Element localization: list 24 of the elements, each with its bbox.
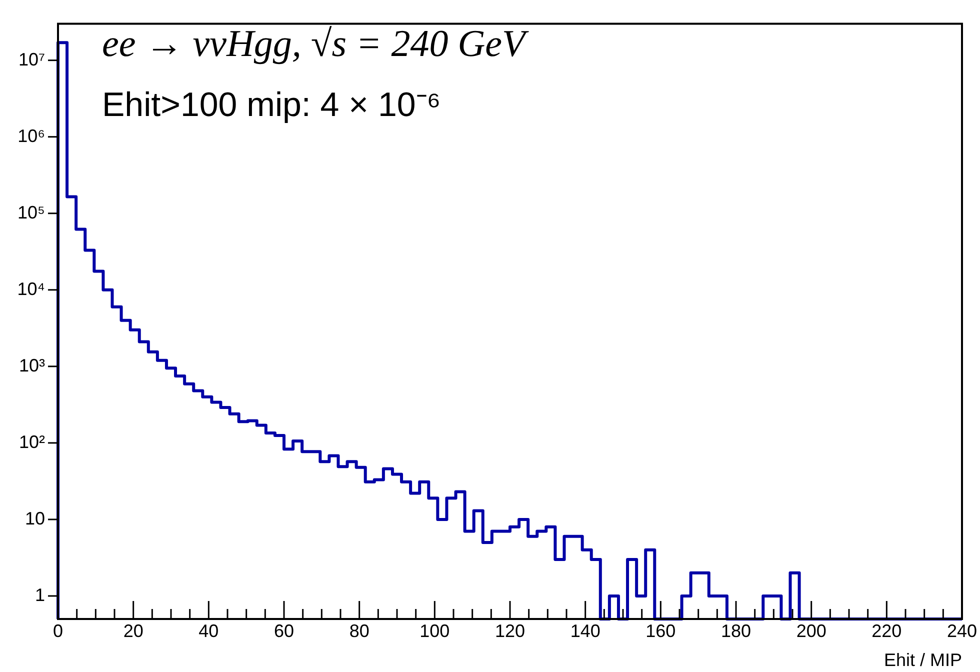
y-tick-label: 10³	[18, 355, 46, 376]
x-tick-label: 120	[494, 620, 526, 641]
y-tick-label: 10⁴	[17, 278, 45, 299]
x-tick-label: 60	[274, 620, 294, 641]
y-tick-label: 10	[24, 508, 45, 528]
x-tick-label: 220	[872, 620, 902, 641]
x-tick-label: 40	[198, 620, 219, 641]
x-tick-label: 200	[796, 620, 826, 641]
x-tick-label: 180	[720, 620, 752, 641]
y-tick-label: 10⁵	[18, 202, 45, 222]
x-axis-title: Ehit / MIP	[884, 650, 962, 670]
x-tick-label: 80	[349, 620, 370, 641]
y-tick-label: 10⁶	[18, 126, 45, 146]
x-tick-label: 140	[570, 620, 600, 641]
x-tick-label: 160	[646, 620, 676, 641]
y-tick-label: 1	[34, 584, 45, 605]
y-tick-label: 10⁷	[18, 49, 45, 70]
annotation: ee → ννHgg, √s = 240 GeV	[102, 23, 529, 65]
x-tick-label: 20	[123, 620, 144, 641]
x-tick-label: 240	[946, 620, 978, 641]
y-tick-label: 10²	[18, 432, 46, 452]
x-tick-label: 0	[52, 620, 64, 641]
annotation: Ehit>100 mip: 4 × 10⁻⁶	[102, 86, 441, 124]
x-tick-label: 100	[420, 620, 450, 641]
